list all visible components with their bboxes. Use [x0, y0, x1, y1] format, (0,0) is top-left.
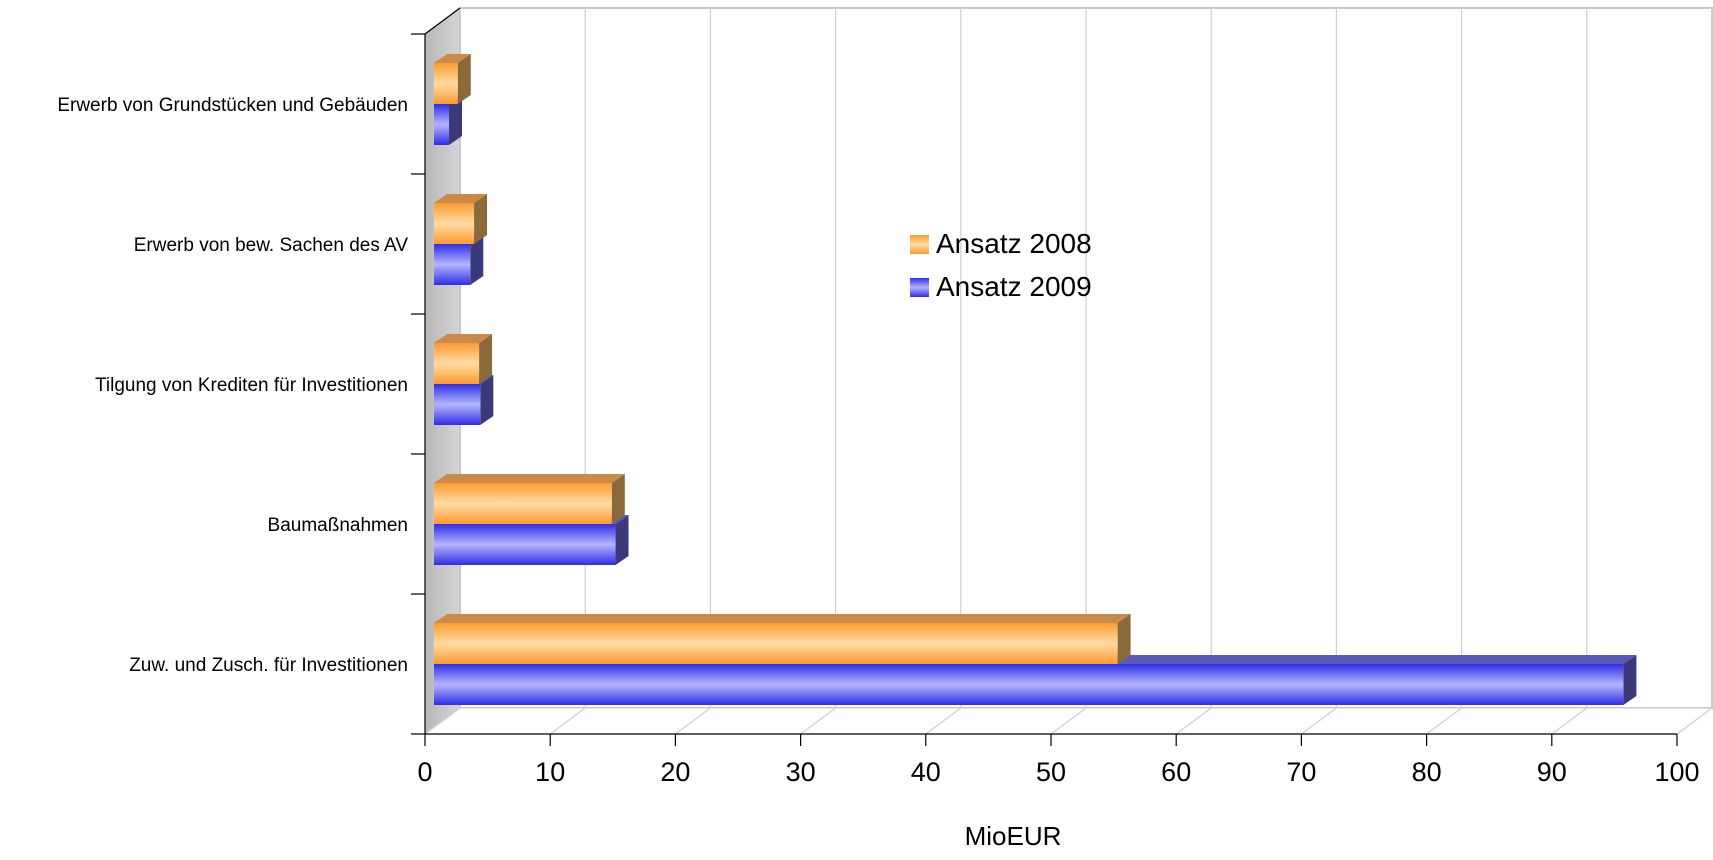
bar-front	[434, 244, 470, 285]
category-labels: Erwerb von Grundstücken und Gebäuden Erwe…	[57, 95, 408, 676]
bar-front	[434, 524, 616, 565]
bar-ansatz-2008	[434, 474, 625, 524]
x-tick-label: 20	[660, 757, 690, 787]
x-tick-label: 30	[786, 757, 816, 787]
x-tick-label: 0	[417, 757, 432, 787]
x-tick-label: 40	[911, 757, 941, 787]
x-tick-label: 70	[1286, 757, 1316, 787]
x-tick-label: 80	[1412, 757, 1442, 787]
legend-label: Ansatz 2008	[936, 228, 1092, 259]
x-axis-title: MioEUR	[965, 821, 1062, 851]
bar-top	[434, 614, 1131, 623]
bar-front	[434, 343, 479, 384]
x-tick-label: 10	[535, 757, 565, 787]
bar-front	[434, 384, 480, 425]
category-label: Baumaßnahmen	[268, 515, 408, 536]
category-label: Tilgung von Krediten für Investitionen	[95, 375, 408, 396]
bar-front	[434, 104, 449, 145]
x-tick-labels: 0 10 20 30 40 50 60 70 80 90 100	[417, 757, 1699, 787]
x-tick-label: 60	[1161, 757, 1191, 787]
bar-top	[434, 474, 625, 483]
x-tick-label: 100	[1654, 757, 1699, 787]
bar-ansatz-2008	[434, 54, 471, 104]
bar-front	[434, 203, 474, 244]
x-tick-label: 50	[1036, 757, 1066, 787]
bar-ansatz-2008	[434, 334, 492, 384]
bar-front	[434, 483, 612, 524]
bar-front	[434, 664, 1623, 705]
bar-front	[434, 623, 1118, 664]
category-label: Erwerb von Grundstücken und Gebäuden	[57, 95, 408, 116]
bar-ansatz-2008	[434, 194, 487, 244]
bar-ansatz-2008	[434, 614, 1131, 664]
category-label: Erwerb von bew. Sachen des AV	[134, 235, 409, 256]
bar-front	[434, 63, 458, 104]
legend-swatch	[910, 235, 929, 254]
legend-label: Ansatz 2009	[936, 271, 1092, 302]
x-tick-label: 90	[1537, 757, 1567, 787]
legend-swatch	[910, 278, 929, 297]
category-label: Zuw. und Zusch. für Investitionen	[129, 655, 408, 676]
